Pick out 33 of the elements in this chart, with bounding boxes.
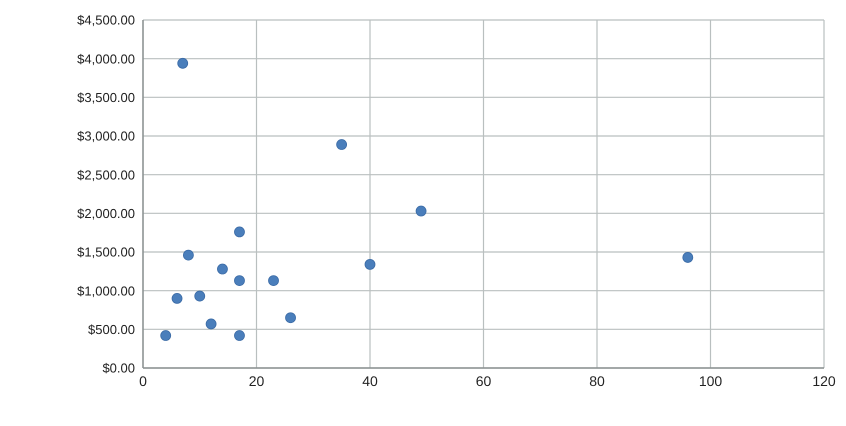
y-tick-label: $1,500.00: [77, 244, 135, 260]
y-tick-label: $1,000.00: [77, 283, 135, 298]
point: [160, 330, 172, 341]
y-tick-label: $2,500.00: [77, 167, 135, 182]
point: [336, 139, 348, 150]
point: [217, 264, 228, 274]
x-tick-label: 60: [476, 372, 492, 389]
point: [177, 58, 188, 69]
point: [172, 293, 182, 304]
point: [416, 206, 426, 216]
y-tick-label: $4,000.00: [77, 51, 135, 66]
y-tick-label: $3,500.00: [77, 90, 135, 105]
point: [285, 312, 296, 324]
x-tick-label: 100: [698, 372, 722, 389]
y-tick-label: $2,000.00: [77, 206, 135, 221]
x-tick-label: 20: [248, 372, 264, 389]
point: [234, 330, 245, 341]
point: [364, 258, 376, 270]
y-tick-label: $4,500.00: [77, 12, 135, 28]
point: [194, 290, 206, 302]
point: [682, 252, 694, 263]
point: [183, 250, 194, 260]
y-tick-label: $3,000.00: [77, 128, 135, 144]
y-tick-label: $0.00: [102, 360, 135, 376]
y-tick-label: $500.00: [88, 322, 135, 337]
x-tick-label: 0: [139, 372, 148, 389]
point: [268, 275, 279, 286]
point: [234, 275, 245, 286]
x-tick-label: 40: [362, 372, 378, 389]
x-tick-label: 120: [812, 372, 836, 389]
point: [206, 318, 216, 330]
x-tick-label: 80: [589, 372, 605, 389]
point: [234, 226, 245, 238]
